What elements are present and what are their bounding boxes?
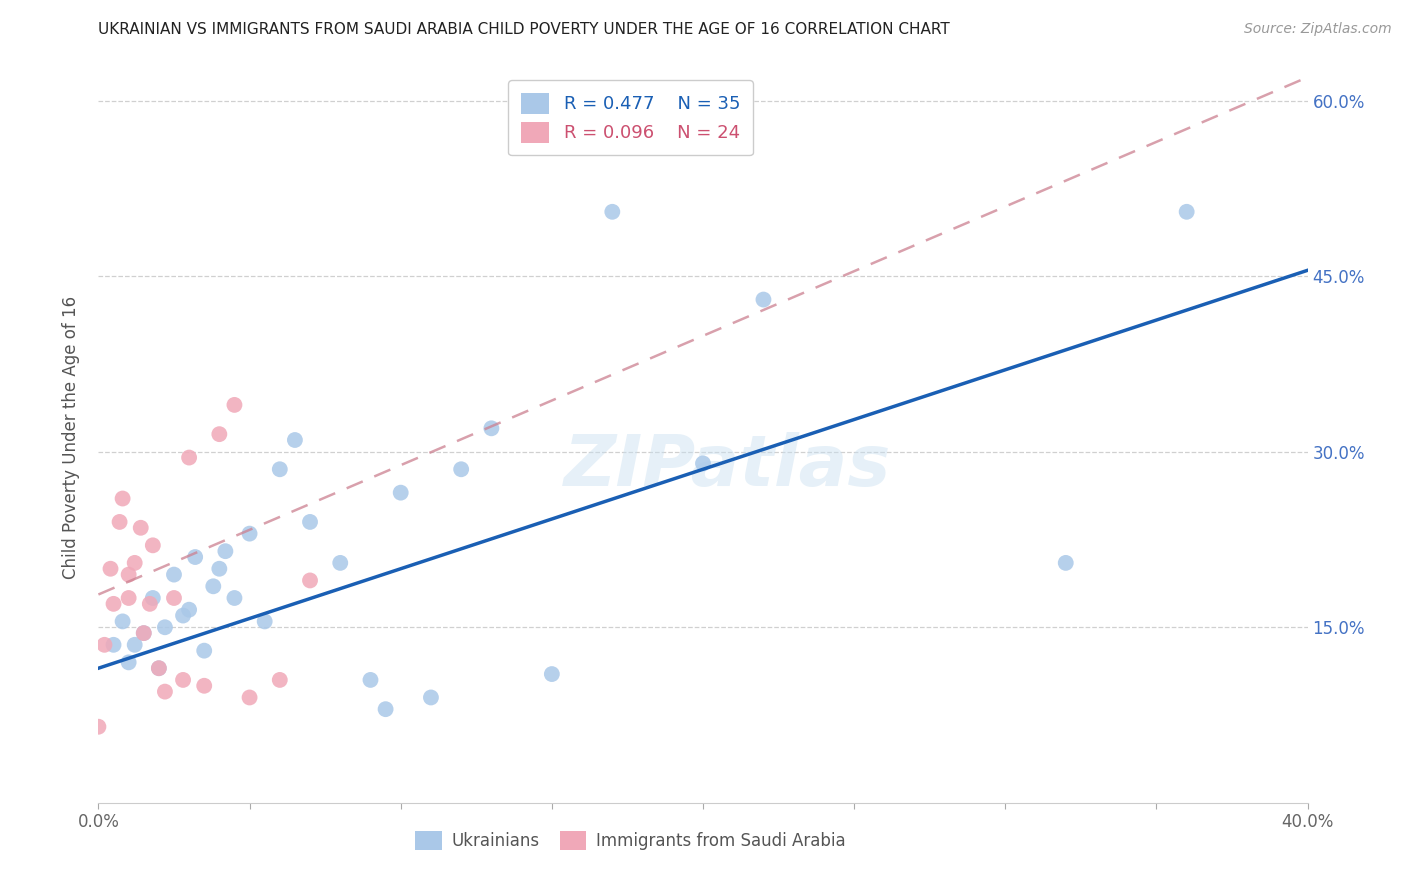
Text: UKRAINIAN VS IMMIGRANTS FROM SAUDI ARABIA CHILD POVERTY UNDER THE AGE OF 16 CORR: UKRAINIAN VS IMMIGRANTS FROM SAUDI ARABI… <box>98 22 950 37</box>
Text: Source: ZipAtlas.com: Source: ZipAtlas.com <box>1244 22 1392 37</box>
Point <box>87 720 110 734</box>
Point <box>163 567 186 582</box>
Point <box>269 673 291 687</box>
Point <box>132 626 155 640</box>
Point <box>239 526 262 541</box>
Legend: Ukrainians, Immigrants from Saudi Arabia: Ukrainians, Immigrants from Saudi Arabia <box>408 824 852 856</box>
Point <box>93 638 115 652</box>
Point <box>224 591 246 605</box>
Point <box>239 690 262 705</box>
Point <box>129 521 152 535</box>
Point <box>153 620 176 634</box>
Point <box>103 638 125 652</box>
Point <box>124 556 146 570</box>
Point <box>172 608 194 623</box>
Point <box>100 562 122 576</box>
Point <box>1175 204 1198 219</box>
Point <box>118 567 141 582</box>
Point <box>103 597 125 611</box>
Point <box>450 462 472 476</box>
Y-axis label: Child Poverty Under the Age of 16: Child Poverty Under the Age of 16 <box>62 295 80 579</box>
Point <box>142 538 165 552</box>
Text: ZIPatlas: ZIPatlas <box>564 432 891 500</box>
Point <box>118 656 141 670</box>
Point <box>179 450 201 465</box>
Point <box>1054 556 1077 570</box>
Point <box>124 638 146 652</box>
Point <box>202 579 225 593</box>
Point <box>193 679 215 693</box>
Point <box>193 643 215 657</box>
Point <box>153 684 176 698</box>
Point <box>139 597 162 611</box>
Point <box>208 562 231 576</box>
Point <box>420 690 443 705</box>
Point <box>132 626 155 640</box>
Point <box>284 433 307 447</box>
Point <box>142 591 165 605</box>
Point <box>163 591 186 605</box>
Point <box>540 667 562 681</box>
Point <box>752 293 775 307</box>
Point <box>481 421 503 435</box>
Point <box>108 515 131 529</box>
Point <box>148 661 170 675</box>
Point <box>389 485 412 500</box>
Point <box>329 556 352 570</box>
Point <box>172 673 194 687</box>
Point <box>602 204 624 219</box>
Point <box>184 549 207 564</box>
Point <box>111 615 134 629</box>
Point <box>299 515 322 529</box>
Point <box>374 702 396 716</box>
Point <box>269 462 291 476</box>
Point <box>360 673 382 687</box>
Point <box>111 491 134 506</box>
Point <box>692 457 714 471</box>
Point <box>214 544 236 558</box>
Point <box>299 574 322 588</box>
Point <box>224 398 246 412</box>
Point <box>179 603 201 617</box>
Point <box>253 615 276 629</box>
Point <box>118 591 141 605</box>
Point <box>208 427 231 442</box>
Point <box>148 661 170 675</box>
